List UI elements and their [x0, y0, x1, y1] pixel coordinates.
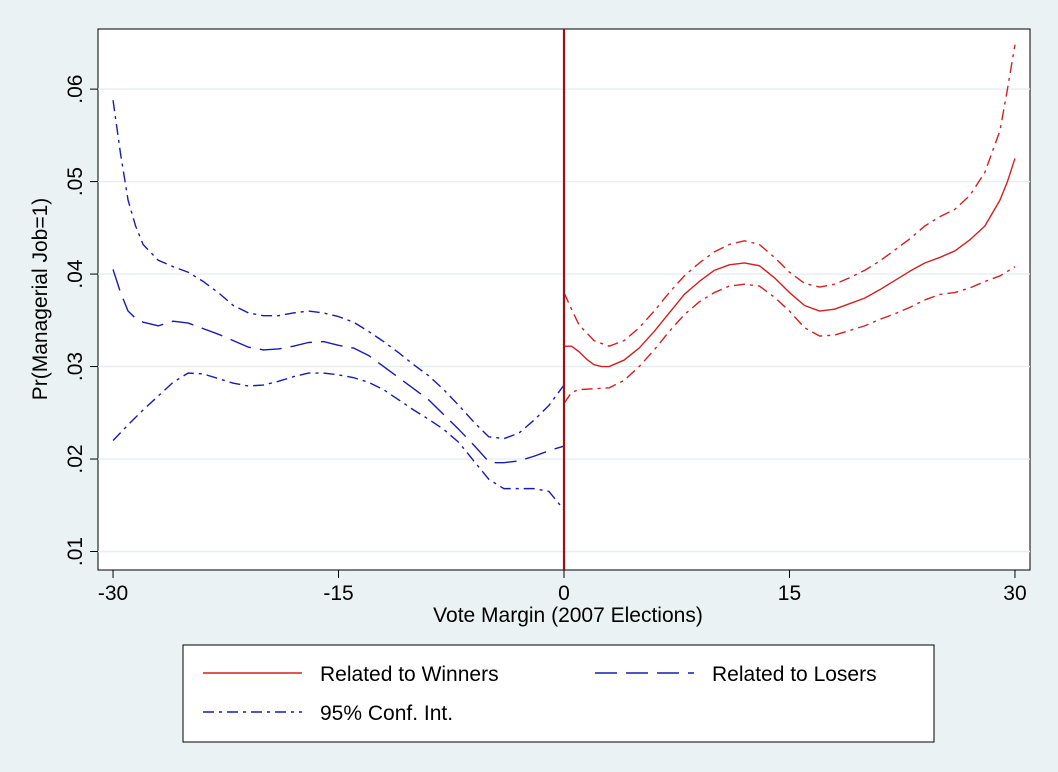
series-line-1	[112, 100, 565, 440]
x-tick-label: 30	[1003, 582, 1026, 605]
legend: Related to Winners Related to Losers 95%…	[182, 644, 935, 743]
x-tick-label: -15	[323, 582, 353, 605]
legend-label-losers: Related to Losers	[712, 663, 877, 686]
y-tick-label: .01	[64, 537, 87, 566]
series-layer	[112, 44, 1016, 511]
series-line-2	[112, 372, 565, 511]
legend-label-winners: Related to Winners	[320, 663, 499, 686]
series-line-5	[563, 266, 1016, 404]
y-tick-label: .03	[64, 352, 87, 381]
series-line-3	[564, 158, 1016, 368]
legend-box	[182, 644, 935, 743]
legend-label-ci: 95% Conf. Int.	[320, 702, 453, 725]
x-tick-label: 0	[558, 582, 570, 605]
y-tick-label: .02	[64, 444, 87, 473]
x-axis-title: Vote Margin (2007 Elections)	[433, 604, 703, 627]
x-tick-label: 15	[778, 582, 801, 605]
series-line-0	[112, 269, 565, 464]
series-line-4	[563, 44, 1016, 347]
y-axis-title: Pr(Managerial Job=1)	[29, 198, 52, 401]
y-tick-label: .04	[64, 259, 87, 289]
y-tick-label: .05	[64, 167, 87, 196]
axes-layer: .01 .02 .03 .04 .05 .06 -30 -15 0 15 30	[64, 75, 1027, 605]
y-tick-label: .06	[64, 75, 87, 104]
x-tick-label: -30	[98, 582, 128, 605]
